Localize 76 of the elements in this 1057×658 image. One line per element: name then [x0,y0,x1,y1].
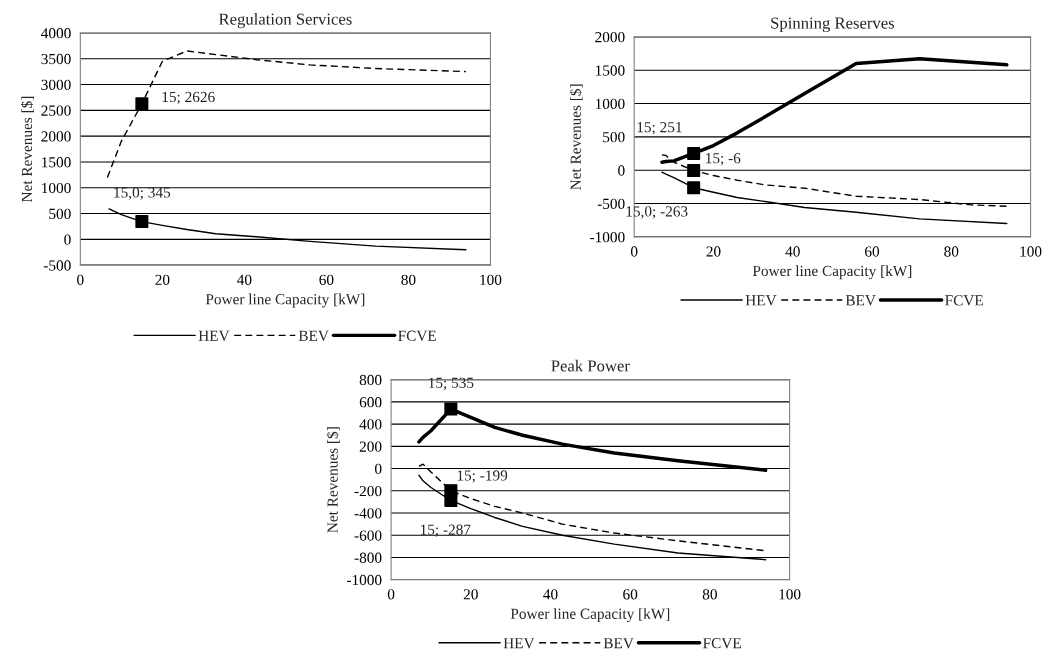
annotation: 15,0; -263 [626,206,688,219]
point [687,164,701,178]
point [687,146,701,160]
x-tick-label: 60 [623,589,638,600]
y-tick-label: -400 [354,508,382,519]
chart-title: Spinning Reserves [771,17,895,33]
x-tick-label: 0 [387,589,395,600]
legend-label: FCVE [945,295,983,306]
y-tick-label: 0 [64,234,71,245]
legend-label: HEV [503,638,535,649]
y-tick-label: 0 [618,165,625,176]
y-tick-label: 1000 [595,98,625,109]
annotation: 15; 2626 [162,91,215,105]
y-tick-label: 2500 [41,105,71,116]
x-axis-title: Power line Capacity [kW] [510,608,670,623]
point [444,493,458,507]
y-tick-label: 3000 [41,79,71,90]
x-tick-label: 20 [155,274,170,285]
annotation: 15; 251 [637,122,682,135]
y-tick-label: 1500 [42,157,71,168]
y-tick-label: -1000 [346,574,382,586]
legend-label: FCVE [703,638,741,649]
annotation: 15; 535 [429,377,474,391]
x-tick-label: 0 [630,246,638,257]
annotation: 15; -287 [420,524,471,538]
y-tick-label: 2000 [41,131,71,142]
y-axis-title: Net Revenues [$] [569,84,583,190]
chart-title: Regulation Services [218,13,352,29]
x-tick-label: 40 [237,274,252,285]
x-tick-label: 20 [463,589,478,600]
x-tick-label: 0 [77,274,84,285]
legend-label: BEV [603,638,634,649]
legend-label: FCVE [398,330,436,341]
x-tick-label: 40 [785,246,800,257]
legend-label: HEV [198,330,230,341]
y-tick-label: 1500 [595,65,625,76]
x-tick-label: 80 [401,274,416,285]
y-tick-label: 600 [359,397,382,408]
y-tick-label: 3500 [41,53,71,65]
x-tick-label: 60 [319,274,334,285]
y-axis-title: Net Revenues [$] [20,96,34,203]
y-tick-label: 2000 [595,31,625,43]
x-axis-title: Power line Capacity [kW] [752,265,912,280]
x-tick-label: 100 [1020,246,1042,257]
y-tick-label: 1000 [42,182,71,194]
y-tick-label: -800 [354,552,382,563]
y-tick-label: 200 [359,441,382,452]
y-tick-label: 400 [359,419,382,430]
y-axis-title: Net Revenues [$] [326,427,340,533]
y-tick-label: -500 [43,260,71,271]
x-tick-label: 80 [702,589,717,600]
y-tick-label: 4000 [41,28,71,39]
y-tick-label: 500 [603,132,625,143]
point [687,181,701,195]
annotation: 15; -199 [457,470,508,483]
y-tick-label: -600 [354,530,382,541]
y-tick-label: -200 [354,485,382,497]
y-tick-label: 500 [49,208,71,220]
x-tick-label: 20 [706,246,721,257]
x-tick-label: 100 [779,589,801,600]
y-tick-label: 800 [359,374,382,386]
x-tick-label: 40 [543,589,558,600]
annotation: 15,0; 345 [114,187,171,200]
y-tick-label: 0 [375,463,382,475]
x-axis-title: Power line Capacity [kW] [205,293,365,308]
x-tick-label: 60 [865,246,880,257]
legend-label: HEV [745,295,777,306]
chart-title: Peak Power [551,359,630,372]
x-tick-label: 80 [944,246,959,257]
annotation: 15; -6 [706,153,741,166]
legend-label: BEV [298,330,329,341]
y-tick-label: -500 [597,198,625,209]
legend-label: BEV [845,295,876,306]
point [444,402,458,416]
y-tick-label: -1000 [590,232,625,243]
x-tick-label: 100 [480,274,502,285]
